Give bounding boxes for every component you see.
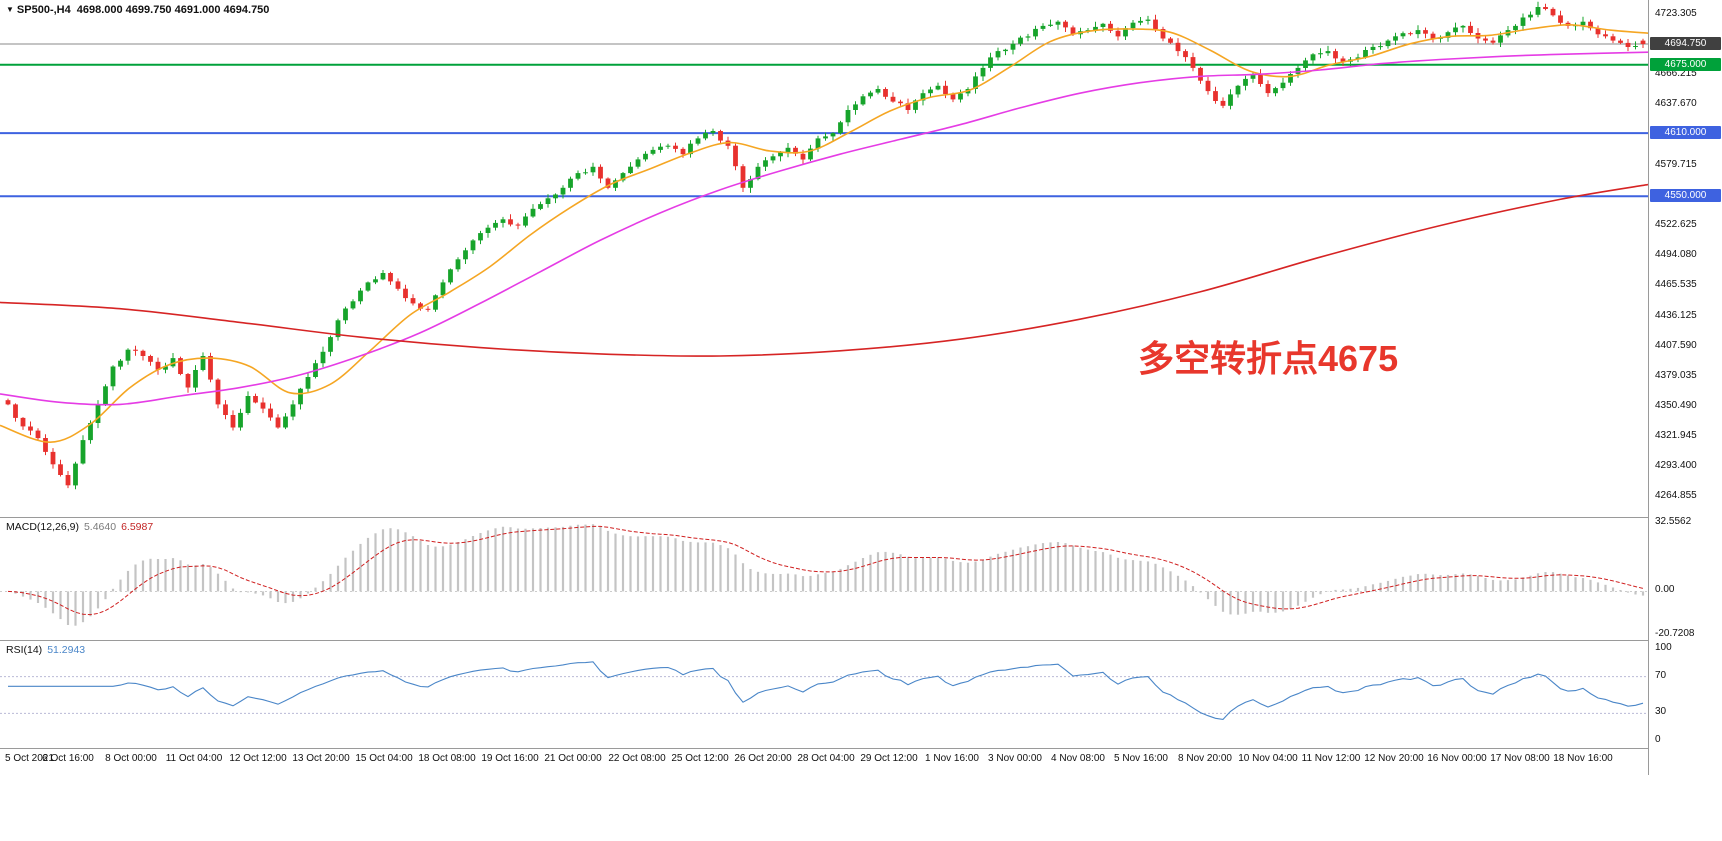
time-axis-label: 19 Oct 16:00: [481, 753, 539, 764]
rsi-indicator-chart[interactable]: [0, 641, 1648, 748]
price-tick-label: 4522.625: [1655, 219, 1697, 230]
time-axis-label: 11 Oct 04:00: [165, 753, 223, 764]
macd-axis-label: -20.7208: [1655, 628, 1695, 639]
time-axis-label: 15 Oct 04:00: [355, 753, 413, 764]
macd-axis-label: 32.5562: [1655, 516, 1692, 527]
symbol-dropdown-icon[interactable]: ▼: [6, 5, 14, 14]
time-axis-label: 22 Oct 08:00: [608, 753, 666, 764]
rsi-axis-label: 0: [1655, 734, 1661, 745]
rsi-axis-label: 100: [1655, 642, 1672, 653]
panel-separator[interactable]: [0, 640, 1722, 641]
price-tick-label: 4465.535: [1655, 279, 1697, 290]
time-axis-label: 6 Oct 16:00: [42, 753, 94, 764]
rsi-axis-label: 30: [1655, 706, 1667, 717]
price-tick-label: 4436.125: [1655, 310, 1697, 321]
time-axis-label: 18 Oct 08:00: [418, 753, 476, 764]
time-axis-label: 5 Oct 2021: [5, 753, 54, 764]
price-badge: 4675.000: [1650, 58, 1721, 71]
macd-params-label: MACD(12,26,9): [6, 521, 79, 533]
time-axis-label: 8 Oct 00:00: [105, 753, 157, 764]
panel-separator[interactable]: [0, 517, 1722, 518]
time-axis-label: 12 Nov 20:00: [1364, 753, 1424, 764]
macd-label: MACD(12,26,9) 5.4640 6.5987: [6, 521, 153, 533]
time-axis-label: 12 Oct 12:00: [229, 753, 287, 764]
price-tick-label: 4407.590: [1655, 340, 1697, 351]
price-tick-label: 4637.670: [1655, 98, 1697, 109]
price-tick-label: 4723.305: [1655, 8, 1697, 19]
macd-axis-label: 0.00: [1655, 584, 1675, 595]
rsi-label: RSI(14) 51.2943: [6, 644, 85, 656]
price-tick-label: 4321.945: [1655, 430, 1697, 441]
price-scale[interactable]: 4723.305 4666.215 4637.670 4579.715 4522.625…: [1648, 0, 1722, 775]
price-tick-label: 4379.035: [1655, 370, 1697, 381]
price-tick-label: 4579.715: [1655, 159, 1697, 170]
ohlc-readout: 4698.000 4699.750 4691.000 4694.750: [76, 4, 270, 16]
price-tick-label: 4350.490: [1655, 400, 1697, 411]
time-axis-label: 11 Nov 12:00: [1301, 753, 1361, 764]
rsi-value: 51.2943: [47, 644, 86, 656]
price-tick-label: 4494.080: [1655, 249, 1697, 260]
time-axis-label: 21 Oct 00:00: [544, 753, 602, 764]
symbol-title: SP500-,H4: [16, 4, 71, 16]
price-tick-label: 4264.855: [1655, 490, 1697, 501]
macd-main-value: 5.4640: [83, 521, 117, 533]
time-axis-label: 16 Nov 00:00: [1427, 753, 1487, 764]
price-tick-label: 4293.400: [1655, 460, 1697, 471]
candlestick-chart[interactable]: [0, 0, 1648, 517]
rsi-params-label: RSI(14): [6, 644, 43, 656]
price-badge: 4694.750: [1650, 37, 1721, 50]
time-axis-label: 28 Oct 04:00: [797, 753, 855, 764]
price-badge: 4610.000: [1650, 126, 1721, 139]
time-axis-label: 1 Nov 16:00: [925, 753, 979, 764]
price-badge: 4550.000: [1650, 189, 1721, 202]
macd-signal-value: 6.5987: [121, 521, 154, 533]
macd-indicator-chart[interactable]: [0, 518, 1648, 640]
time-axis-label: 3 Nov 00:00: [988, 753, 1042, 764]
time-axis-label: 18 Nov 16:00: [1553, 753, 1613, 764]
panel-separator[interactable]: [0, 748, 1722, 749]
time-axis-label: 13 Oct 20:00: [292, 753, 350, 764]
time-axis-label: 29 Oct 12:00: [860, 753, 918, 764]
chart-header: ▼ SP500-,H4 4698.000 4699.750 4691.000 469…: [6, 4, 269, 16]
time-axis-label: 10 Nov 04:00: [1238, 753, 1298, 764]
time-axis-label: 8 Nov 20:00: [1178, 753, 1232, 764]
annotation-text: 多空转折点4675: [1138, 338, 1399, 379]
time-axis-label: 17 Nov 08:00: [1490, 753, 1550, 764]
time-axis-label: 4 Nov 08:00: [1051, 753, 1105, 764]
price-tick-label: 4666.215: [1655, 68, 1697, 79]
time-axis-label: 25 Oct 12:00: [671, 753, 729, 764]
time-axis[interactable]: 5 Oct 2021 6 Oct 16:00 8 Oct 00:00 11 Oct 0…: [0, 749, 1648, 775]
time-axis-label: 26 Oct 20:00: [734, 753, 792, 764]
rsi-axis-label: 70: [1655, 670, 1667, 681]
time-axis-label: 5 Nov 16:00: [1114, 753, 1168, 764]
